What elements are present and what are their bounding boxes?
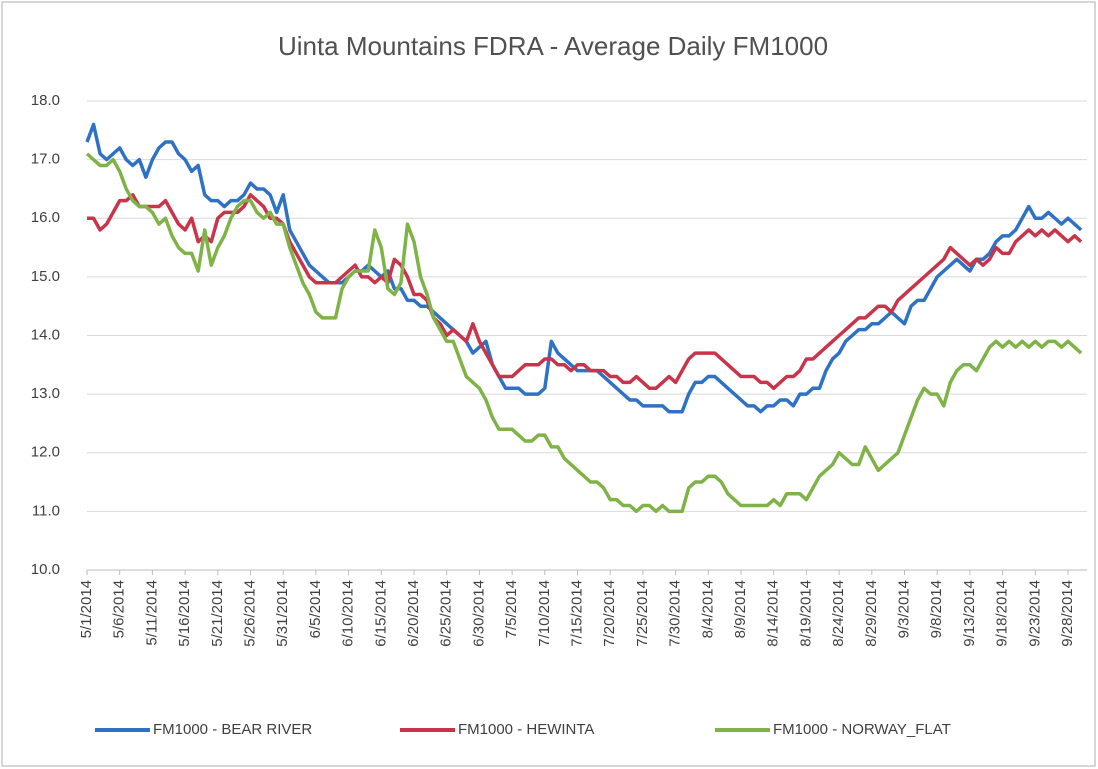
y-tick-label: 12.0 <box>31 444 60 461</box>
series-line <box>85 122 1083 414</box>
x-tick-label: 5/26/2014 <box>241 580 258 647</box>
x-tick-label: 9/28/2014 <box>1059 580 1076 647</box>
x-tick-label: 9/3/2014 <box>895 580 912 638</box>
x-tick-label: 5/1/2014 <box>78 580 95 638</box>
x-tick-label: 8/24/2014 <box>830 580 847 647</box>
x-tick-label: 7/20/2014 <box>601 580 618 647</box>
y-tick-label: 13.0 <box>31 385 60 402</box>
x-tick-label: 5/31/2014 <box>274 580 291 647</box>
x-tick-label: 8/14/2014 <box>765 580 782 647</box>
x-tick-label: 8/4/2014 <box>699 580 716 638</box>
x-tick-label: 6/15/2014 <box>372 580 389 647</box>
y-tick-label: 18.0 <box>31 92 60 109</box>
series-line <box>87 193 1083 391</box>
x-tick-label: 6/10/2014 <box>340 580 357 647</box>
series-line <box>85 152 1083 514</box>
x-tick-label: 9/18/2014 <box>994 580 1011 647</box>
x-tick-label: 7/30/2014 <box>667 580 684 647</box>
x-tick-label: 6/30/2014 <box>470 580 487 647</box>
x-tick-label: 5/6/2014 <box>111 580 128 638</box>
x-tick-label: 8/19/2014 <box>797 580 814 647</box>
x-tick-label: 9/13/2014 <box>961 580 978 647</box>
x-tick-label: 5/21/2014 <box>209 580 226 647</box>
x-tick-label: 8/29/2014 <box>863 580 880 647</box>
y-tick-label: 14.0 <box>31 326 60 343</box>
y-tick-label: 15.0 <box>31 268 60 285</box>
legend-label: FM1000 - BEAR RIVER <box>153 721 312 738</box>
x-tick-label: 9/8/2014 <box>928 580 945 638</box>
y-tick-label: 17.0 <box>31 151 60 168</box>
y-tick-label: 16.0 <box>31 209 60 226</box>
x-tick-label: 5/16/2014 <box>176 580 193 647</box>
y-tick-label: 10.0 <box>31 561 60 578</box>
x-tick-label: 5/11/2014 <box>143 580 160 646</box>
legend-label: FM1000 - NORWAY_FLAT <box>773 721 951 738</box>
chart-title: Uinta Mountains FDRA - Average Daily FM1… <box>278 31 828 61</box>
y-tick-label: 11.0 <box>32 502 60 519</box>
x-tick-label: 6/25/2014 <box>438 580 455 647</box>
x-tick-label: 6/5/2014 <box>307 580 324 638</box>
x-tick-label: 6/20/2014 <box>405 580 422 647</box>
x-tick-label: 7/25/2014 <box>634 580 651 647</box>
x-tick-label: 9/23/2014 <box>1026 580 1043 647</box>
x-tick-label: 8/9/2014 <box>732 580 749 638</box>
x-tick-label: 7/15/2014 <box>568 580 585 647</box>
x-tick-label: 7/10/2014 <box>536 580 553 647</box>
legend-label: FM1000 - HEWINTA <box>458 721 594 738</box>
x-tick-label: 7/5/2014 <box>503 580 520 638</box>
